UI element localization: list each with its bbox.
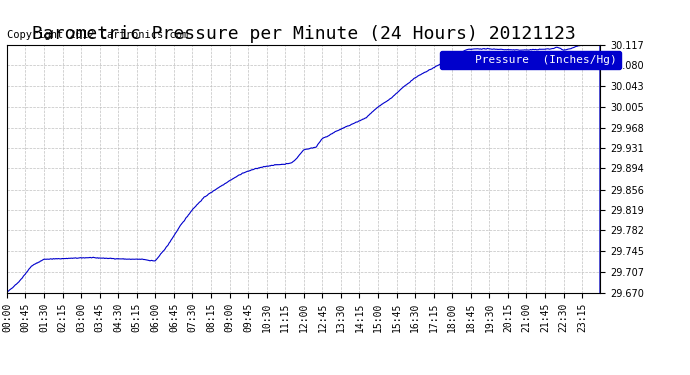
Pressure  (Inches/Hg) — [473, 46, 482, 51]
Title: Barometric Pressure per Minute (24 Hours) 20121123: Barometric Pressure per Minute (24 Hours… — [32, 26, 575, 44]
Text: Copyright 2012 Cartronics.com: Copyright 2012 Cartronics.com — [7, 30, 188, 39]
Line: Pressure  (Inches/Hg): Pressure (Inches/Hg) — [7, 45, 600, 375]
Pressure  (Inches/Hg) — [135, 257, 143, 261]
Pressure  (Inches/Hg) — [396, 88, 404, 93]
Pressure  (Inches/Hg) — [201, 194, 209, 199]
Pressure  (Inches/Hg) — [526, 48, 534, 52]
Pressure  (Inches/Hg) — [585, 42, 593, 47]
Legend: Pressure  (Inches/Hg): Pressure (Inches/Hg) — [440, 51, 622, 69]
Pressure  (Inches/Hg) — [120, 257, 128, 261]
